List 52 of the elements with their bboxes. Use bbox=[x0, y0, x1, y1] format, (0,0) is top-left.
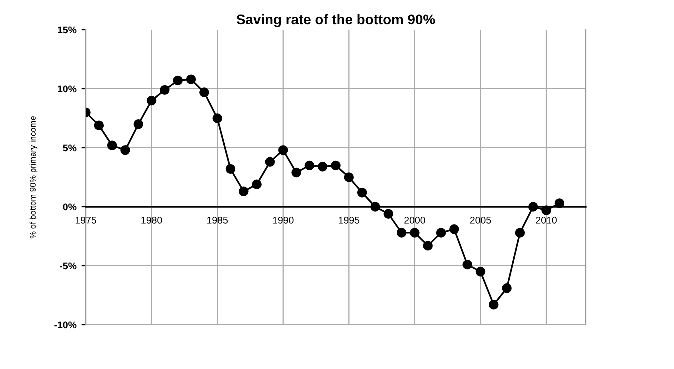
point bbox=[450, 224, 460, 234]
point bbox=[515, 228, 526, 238]
point bbox=[436, 228, 446, 238]
point bbox=[134, 120, 144, 130]
x-tick-label: 1985 bbox=[208, 216, 228, 224]
point bbox=[542, 206, 552, 216]
point bbox=[304, 160, 315, 171]
x-tick-label: 2005 bbox=[470, 216, 492, 224]
point bbox=[239, 186, 249, 197]
y-tick-label: 15% bbox=[58, 26, 77, 34]
y-axis-title: % of bottom 90% primary income bbox=[30, 116, 38, 239]
point bbox=[107, 140, 118, 150]
point bbox=[186, 74, 196, 84]
point bbox=[384, 209, 394, 219]
point bbox=[278, 146, 288, 156]
point bbox=[462, 260, 472, 270]
point bbox=[265, 157, 276, 168]
point bbox=[331, 160, 341, 171]
y-tick-label: 10% bbox=[58, 86, 77, 93]
point bbox=[554, 198, 565, 208]
point bbox=[396, 228, 407, 238]
point bbox=[370, 202, 380, 212]
point bbox=[292, 168, 302, 178]
x-tick-label: 1990 bbox=[273, 216, 294, 224]
point bbox=[357, 188, 368, 198]
y-tick-label: 5% bbox=[63, 144, 77, 152]
point bbox=[212, 114, 222, 124]
y-tick-label: -10% bbox=[54, 322, 77, 329]
point bbox=[160, 85, 170, 96]
y-tick-label: 0% bbox=[63, 204, 77, 211]
point bbox=[476, 267, 486, 277]
point bbox=[252, 180, 262, 190]
point bbox=[173, 76, 183, 86]
x-tick-label: 1995 bbox=[339, 216, 360, 224]
point bbox=[528, 202, 538, 212]
x-tick-label: 1975 bbox=[76, 216, 96, 224]
point bbox=[410, 228, 420, 238]
x-tick-label: 2000 bbox=[404, 216, 426, 224]
x-tick-label: 2010 bbox=[536, 216, 557, 224]
chart-title: Saving rate of the bottom 90% bbox=[236, 14, 436, 28]
point bbox=[502, 284, 512, 294]
point bbox=[423, 241, 433, 251]
point bbox=[200, 88, 210, 98]
point bbox=[226, 164, 236, 174]
point bbox=[318, 162, 328, 172]
point bbox=[94, 120, 104, 130]
point bbox=[489, 300, 499, 310]
x-tick-label: 1980 bbox=[142, 216, 162, 224]
point bbox=[120, 146, 130, 156]
point bbox=[344, 172, 354, 182]
y-tick-label: -5% bbox=[60, 262, 77, 270]
point bbox=[146, 96, 157, 106]
